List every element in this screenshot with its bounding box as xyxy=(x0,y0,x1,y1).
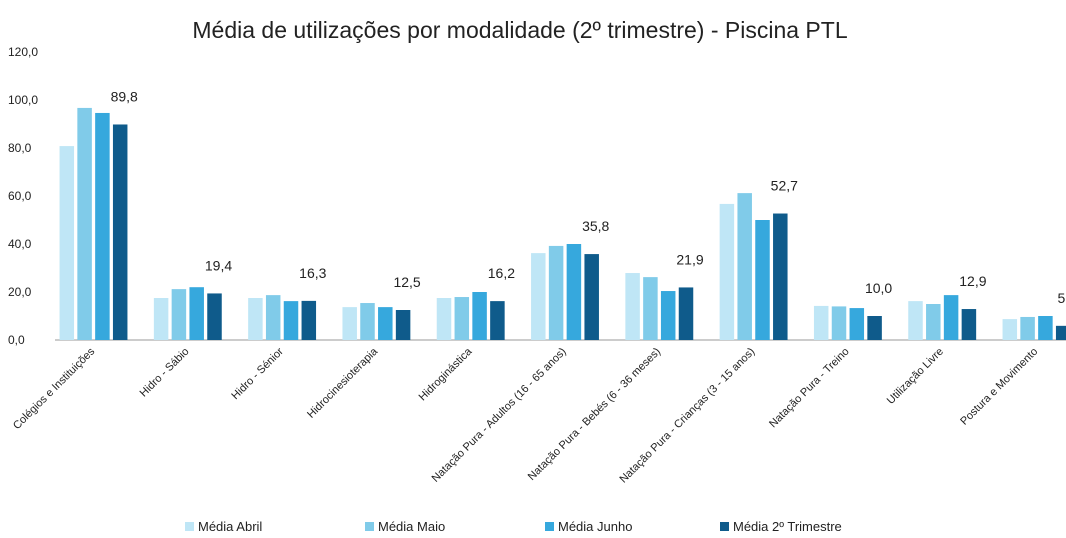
legend-swatch xyxy=(720,522,729,531)
bar xyxy=(926,304,941,340)
bar xyxy=(943,295,959,340)
bar xyxy=(961,309,977,340)
bar xyxy=(248,298,263,340)
bar xyxy=(1002,319,1018,340)
bar xyxy=(301,300,317,340)
y-tick-label: 80,0 xyxy=(8,141,32,155)
x-tick-label: Hidroginástica xyxy=(417,345,475,403)
x-tick-label: Hidro - Sábio xyxy=(138,346,192,400)
data-label: 19,4 xyxy=(205,257,232,273)
bar xyxy=(490,301,505,340)
y-tick-label: 40,0 xyxy=(8,237,32,251)
bar xyxy=(566,244,582,340)
legend-label: Média Abril xyxy=(198,519,262,534)
bar xyxy=(153,298,169,340)
bar xyxy=(1020,316,1035,340)
x-tick-label: Colégios e Instituições xyxy=(11,345,98,432)
y-tick-label: 100,0 xyxy=(8,93,38,107)
bar xyxy=(908,301,923,340)
bar xyxy=(849,308,865,340)
data-label: 10,0 xyxy=(865,280,892,296)
y-tick-label: 20,0 xyxy=(8,285,32,299)
legend-label: Média 2º Trimestre xyxy=(733,519,842,534)
chart-title: Média de utilizações por modalidade (2º … xyxy=(192,17,847,43)
bar xyxy=(395,310,411,340)
data-label: 12,9 xyxy=(959,273,986,289)
bar xyxy=(77,107,92,340)
bar xyxy=(660,291,676,340)
bar xyxy=(773,213,788,340)
data-label: 16,2 xyxy=(488,265,515,281)
x-tick-label: Utilização Livre xyxy=(885,346,946,407)
x-tick-label: Hidrocinesioterapia xyxy=(305,345,381,421)
bar xyxy=(171,289,187,340)
y-tick-label: 60,0 xyxy=(8,189,32,203)
bar xyxy=(189,287,204,340)
bar xyxy=(678,287,694,340)
data-label: 12,5 xyxy=(393,274,420,290)
data-label: 21,9 xyxy=(676,251,703,267)
data-label: 52,7 xyxy=(771,178,798,194)
legend-swatch xyxy=(545,522,554,531)
bar xyxy=(643,277,658,340)
data-label: 89,8 xyxy=(111,88,138,104)
bar xyxy=(625,273,640,340)
y-tick-label: 0,0 xyxy=(8,333,25,347)
bar xyxy=(719,203,735,340)
data-label: 5,9 xyxy=(1057,290,1066,306)
bar xyxy=(584,254,599,340)
bar xyxy=(342,307,357,340)
data-label: 16,3 xyxy=(299,265,326,281)
bar xyxy=(531,253,546,340)
data-label: 35,8 xyxy=(582,218,609,234)
legend-swatch xyxy=(365,522,374,531)
bar xyxy=(1055,325,1066,340)
bar xyxy=(472,292,487,340)
x-tick-label: Natação Pura - Treino xyxy=(767,346,852,431)
bar xyxy=(813,305,829,340)
bar xyxy=(755,220,770,340)
bar xyxy=(867,316,882,340)
bar xyxy=(283,301,299,340)
y-tick-label: 120,0 xyxy=(8,45,38,59)
bar xyxy=(436,298,452,340)
bar xyxy=(112,124,128,340)
bar xyxy=(831,306,847,340)
legend-label: Média Maio xyxy=(378,519,445,534)
bar xyxy=(1038,316,1053,340)
bar xyxy=(360,303,375,340)
bar xyxy=(265,295,281,340)
legend-swatch xyxy=(185,522,194,531)
x-tick-label: Postura e Movimento xyxy=(958,346,1040,428)
bar xyxy=(207,293,222,340)
bar xyxy=(737,193,752,340)
legend-label: Média Junho xyxy=(558,519,632,534)
bar xyxy=(59,146,75,340)
bar xyxy=(548,245,564,340)
x-tick-label: Hidro - Sénior xyxy=(229,345,286,402)
bar xyxy=(95,112,110,341)
bar xyxy=(454,297,470,340)
bar xyxy=(378,307,393,340)
